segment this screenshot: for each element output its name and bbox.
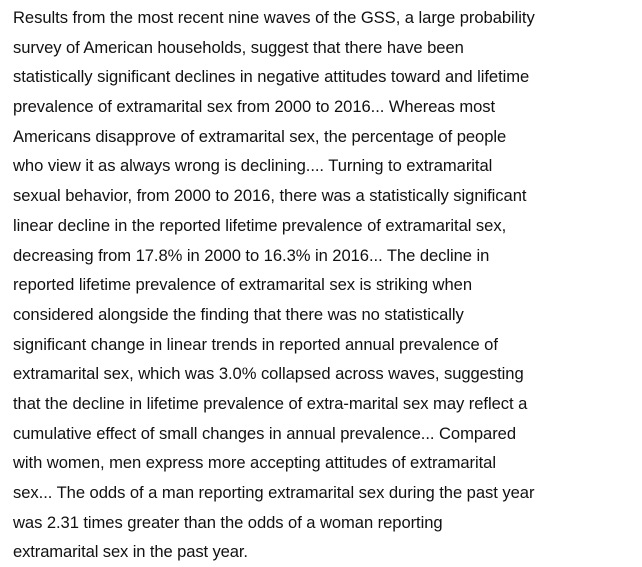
text-line: considered alongside the finding that th… [13, 304, 464, 324]
text-line: reported lifetime prevalence of extramar… [13, 275, 472, 295]
text-line: who view it as always wrong is declining… [13, 156, 493, 176]
text-line: decreasing from 17.8% in 2000 to 16.3% i… [13, 245, 490, 265]
text-line: cumulative effect of small changes in an… [13, 423, 517, 443]
text-line: prevalence of extramarital sex from 2000… [13, 97, 496, 117]
text-line: sex... The odds of a man reporting extra… [13, 483, 535, 502]
text-line: Results from the most recent nine waves … [13, 8, 535, 27]
text-line: was 2.31 times greater than the odds of … [13, 512, 443, 532]
text-line: with women, men express more accepting a… [13, 453, 496, 473]
text-line: extramarital sex, which was 3.0% collaps… [13, 364, 524, 384]
text-line: survey of American households, suggest t… [13, 37, 464, 57]
text-line: that the decline in lifetime prevalence … [13, 393, 528, 413]
text-line: Americans disapprove of extramarital sex… [13, 126, 507, 146]
text-line: significant change in linear trends in r… [13, 334, 498, 354]
text-line: statistically significant declines in ne… [13, 67, 530, 87]
text-line: extramarital sex in the past year. [13, 542, 248, 562]
text-line: sexual behavior, from 2000 to 2016, ther… [13, 186, 527, 206]
text-line: linear decline in the reported lifetime … [13, 215, 507, 235]
